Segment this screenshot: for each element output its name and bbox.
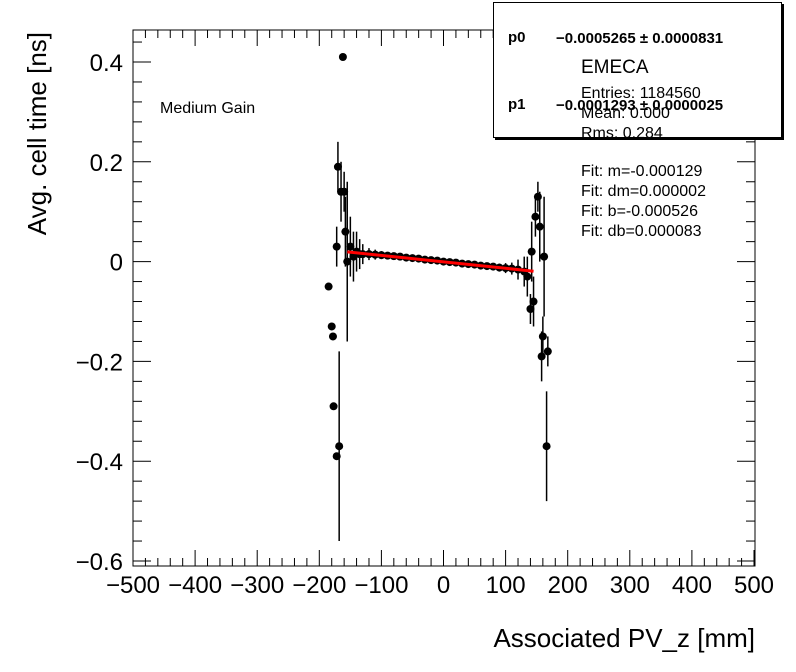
y-tick-label: 0 bbox=[110, 250, 123, 277]
x-tick-labels: −500 −400 −300 −200 −100 0 100 200 300 400 500 bbox=[106, 572, 774, 599]
p1-name: p1 bbox=[508, 96, 526, 113]
marker bbox=[527, 247, 536, 256]
y-tick-label: 0.2 bbox=[90, 150, 123, 177]
marker bbox=[523, 272, 532, 281]
stats-fit-dm: Fit: dm=0.000002 bbox=[581, 183, 706, 200]
data-point bbox=[543, 336, 552, 367]
marker bbox=[542, 442, 551, 451]
data-point bbox=[527, 221, 536, 282]
y-tick-label: −0.2 bbox=[76, 349, 123, 376]
stats-box: EMECA Entries: 1184560 Mean: 0.000 Rms: … bbox=[581, 58, 781, 242]
data-point bbox=[324, 282, 333, 291]
y-tick-labels: 0.4 0.2 0 −0.2 −0.4 −0.6 bbox=[76, 50, 123, 576]
x-tick-label: 200 bbox=[548, 572, 588, 599]
stats-title: EMECA bbox=[581, 57, 649, 78]
p1-value: −0.0001293 ± 0.0000025 bbox=[556, 97, 724, 114]
x-axis-title: Associated PV_z [mm] bbox=[493, 623, 755, 653]
marker bbox=[346, 242, 355, 251]
data-point bbox=[343, 181, 352, 342]
stats-fit-db: Fit: db=0.000083 bbox=[581, 223, 702, 240]
data-point bbox=[538, 316, 547, 357]
stats-rms: Rms: 0.284 bbox=[581, 125, 663, 142]
fit-parameter-box: p0 −0.0005265 ± 0.0000831 p1 −0.0001293 … bbox=[493, 2, 782, 138]
marker bbox=[324, 282, 333, 291]
data-point bbox=[542, 391, 551, 502]
data-point bbox=[328, 332, 337, 341]
data-point bbox=[531, 196, 540, 237]
data-point bbox=[332, 226, 341, 267]
data-point bbox=[529, 276, 538, 327]
x-tick-label: −400 bbox=[168, 572, 222, 599]
stats-entries: Entries: 1184560 bbox=[581, 85, 701, 102]
marker bbox=[327, 322, 336, 331]
y-tick-label: −0.6 bbox=[76, 549, 123, 576]
x-tick-label: −100 bbox=[354, 572, 408, 599]
x-tick-label: −300 bbox=[230, 572, 284, 599]
marker bbox=[341, 227, 350, 236]
stats-fit-b: Fit: b=-0.000526 bbox=[581, 203, 698, 220]
data-point bbox=[335, 351, 344, 542]
marker bbox=[335, 442, 344, 451]
marker bbox=[531, 212, 540, 221]
x-tick-label: 400 bbox=[672, 572, 712, 599]
data-point bbox=[327, 322, 336, 331]
marker bbox=[328, 332, 337, 341]
marker bbox=[526, 305, 535, 314]
p0-name: p0 bbox=[508, 29, 526, 46]
p0-value: −0.0005265 ± 0.0000831 bbox=[556, 30, 724, 47]
marker bbox=[340, 187, 349, 196]
marker bbox=[540, 252, 549, 261]
x-tick-label: 500 bbox=[734, 572, 774, 599]
marker bbox=[343, 257, 352, 266]
marker bbox=[535, 222, 544, 231]
data-point bbox=[523, 256, 532, 297]
y-axis-title: Avg. cell time [ns] bbox=[22, 32, 52, 235]
data-point bbox=[340, 171, 349, 212]
fit-line bbox=[347, 250, 534, 273]
marker bbox=[533, 192, 542, 201]
data-point bbox=[346, 216, 355, 277]
data-point bbox=[338, 53, 347, 62]
x-tick-label: 300 bbox=[610, 572, 650, 599]
marker bbox=[537, 352, 546, 361]
marker bbox=[332, 242, 341, 251]
stats-mean: Mean: 0.000 bbox=[581, 105, 670, 122]
x-tick-label: −200 bbox=[292, 572, 346, 599]
marker bbox=[538, 332, 547, 341]
marker bbox=[333, 162, 342, 171]
data-point bbox=[535, 191, 544, 262]
gain-annotation: Medium Gain bbox=[160, 100, 255, 117]
x-tick-label: 100 bbox=[486, 572, 526, 599]
marker bbox=[329, 402, 338, 411]
y-tick-label: −0.4 bbox=[76, 449, 123, 476]
data-point bbox=[329, 402, 338, 411]
marker bbox=[543, 347, 552, 356]
marker bbox=[529, 297, 538, 306]
data-point bbox=[341, 196, 350, 267]
x-tick-label: −500 bbox=[106, 572, 160, 599]
data-point bbox=[540, 196, 549, 317]
data-point bbox=[333, 141, 342, 192]
marker bbox=[338, 53, 347, 62]
stats-fit-m: Fit: m=-0.000129 bbox=[581, 163, 703, 180]
y-tick-label: 0.4 bbox=[90, 50, 123, 77]
x-tick-label: 0 bbox=[437, 572, 450, 599]
